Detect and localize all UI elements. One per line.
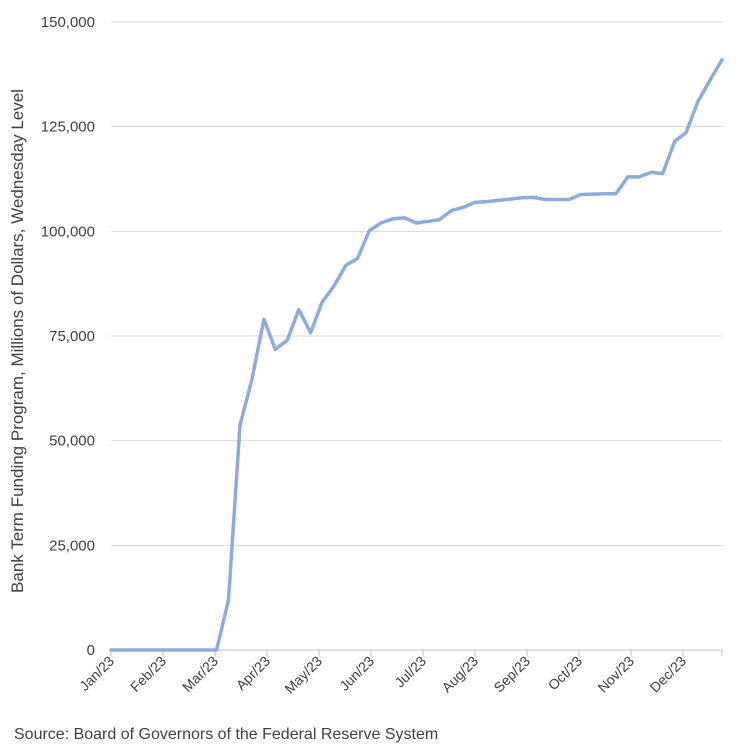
series-line [109,57,724,652]
x-tick-label: Jan/23 [76,653,117,694]
y-tick-label: 75,000 [49,328,95,345]
x-tick-label: Mar/23 [179,653,221,695]
series-group [109,57,724,652]
x-tick-label: May/23 [281,653,325,697]
y-tick-label: 25,000 [49,537,95,554]
x-axis-ticks: Jan/23 Feb/23 Mar/23 Apr/23 May/23 Jun/23 Jul/… [76,653,689,697]
x-tick-label: Oct/23 [545,653,586,694]
y-tick-label: 100,000 [41,223,95,240]
y-tick-label: 50,000 [49,433,95,450]
x-tick-label: Sep/23 [490,653,533,696]
y-tick-label: 150,000 [41,14,95,31]
gridlines [111,21,722,546]
x-tick-label: Feb/23 [127,653,169,695]
y-axis-ticks: 0 25,000 50,000 75,000 100,000 125,000 150,000 [41,14,95,659]
y-tick-label: 125,000 [41,119,95,136]
x-tick-label: Apr/23 [233,653,274,694]
x-tick-label: Jul/23 [391,653,429,691]
x-tick-label: Jun/23 [336,653,377,694]
y-axis-label: Bank Term Funding Program, Millions of D… [8,89,27,593]
x-tick-label: Nov/23 [594,653,637,696]
source-note: Source: Board of Governors of the Federa… [14,726,439,743]
x-tick-label: Dec/23 [646,653,689,696]
x-tick-label: Aug/23 [438,653,481,696]
y-tick-label: 0 [87,642,95,659]
